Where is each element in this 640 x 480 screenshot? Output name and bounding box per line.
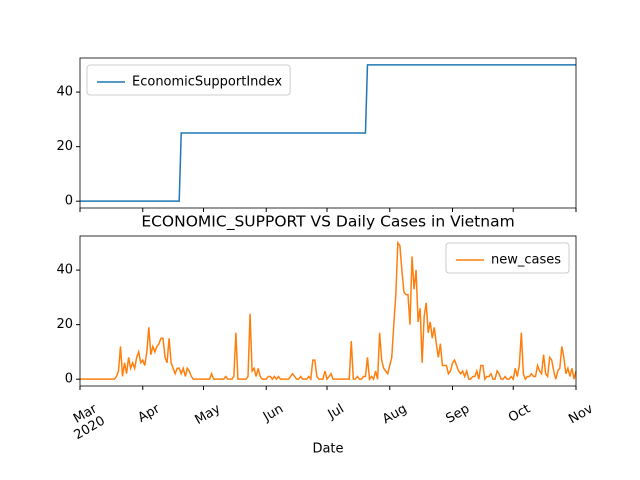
x-tick-label: Oct	[506, 402, 533, 426]
y-tick-label: 40	[56, 263, 73, 278]
series-line	[80, 64, 576, 202]
x-tick-label: Sep	[444, 402, 473, 427]
legend-box	[445, 242, 570, 274]
y-tick-label: 0	[65, 194, 73, 209]
x-axis-label: Date	[312, 442, 343, 457]
legend-box	[86, 64, 291, 96]
legend: EconomicSupportIndex	[86, 64, 291, 96]
legend-label: EconomicSupportIndex	[132, 75, 282, 90]
x-tick-label: Aug	[380, 402, 409, 428]
axes-frame	[79, 235, 577, 387]
x-tick-label: Jun	[260, 402, 286, 426]
x-tick-label: May	[192, 401, 223, 428]
x-tick-label: Jul	[325, 402, 347, 423]
series-line	[80, 240, 577, 382]
legend-label: new_cases	[491, 253, 561, 268]
legend: new_cases	[445, 242, 570, 274]
y-tick-label: 20	[56, 139, 73, 154]
y-tick-label: 20	[56, 317, 73, 332]
axes-frame	[79, 57, 577, 209]
x-tick-label: Apr	[136, 401, 164, 426]
chart-title: ECONOMIC_SUPPORT VS Daily Cases in Vietn…	[141, 213, 514, 232]
y-tick-label: 0	[65, 372, 73, 387]
x-tick-label: Nov	[566, 401, 596, 427]
y-tick-label: 40	[56, 85, 73, 100]
